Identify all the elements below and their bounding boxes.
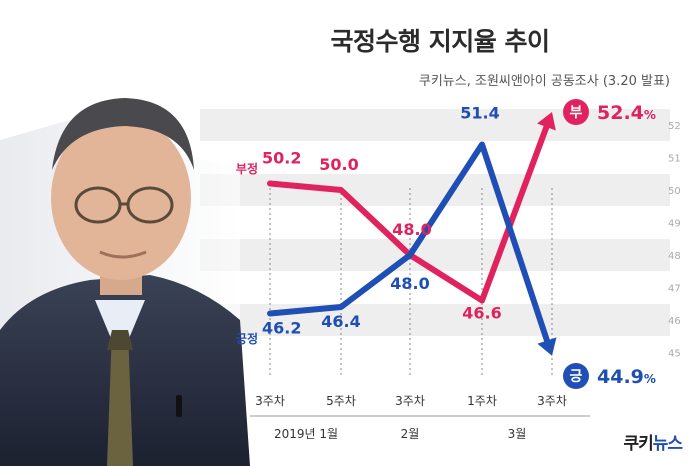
data-label: 46.2	[262, 319, 301, 338]
data-label: 48.0	[392, 220, 431, 239]
chart-title: 국정수행 지지율 추이	[330, 27, 550, 56]
end-badge	[563, 99, 589, 125]
data-label: 50.2	[262, 149, 301, 168]
y-tick-label: 47	[668, 284, 681, 295]
end-value-label: 44.9%	[597, 366, 656, 388]
y-tick-label: 45	[668, 349, 681, 360]
y-tick-label: 52	[668, 121, 681, 132]
chart-background-bands	[200, 109, 670, 336]
brand-logo-text-1: 쿠키	[623, 434, 653, 454]
data-label: 48.0	[390, 274, 429, 293]
y-tick-label: 46	[668, 316, 681, 327]
end-badge	[563, 363, 589, 389]
data-label: 46.6	[462, 304, 501, 323]
y-tick-label: 48	[668, 251, 681, 262]
series-name-label: 부정	[236, 161, 258, 176]
y-tick-label: 49	[668, 219, 681, 230]
data-label: 46.4	[321, 312, 360, 331]
end-value-unit: %	[644, 108, 656, 122]
x-tick-label: 3주차	[395, 394, 425, 408]
series-line	[267, 141, 551, 346]
series-name-label: 긍정	[236, 331, 258, 346]
y-tick-label: 51	[668, 154, 681, 165]
x-tick-label: 3주차	[255, 394, 285, 408]
chart-subtitle: 쿠키뉴스, 조원씨앤아이 공동조사 (3.20 발표)	[418, 74, 670, 89]
brand-logo: 쿠키뉴스	[623, 429, 683, 454]
president-photo	[0, 98, 250, 466]
end-badge-text: 부	[570, 105, 583, 121]
end-value-label: 52.4%	[597, 102, 656, 124]
chart-series	[267, 112, 557, 356]
series-arrowhead	[537, 112, 556, 131]
month-label: 3월	[508, 427, 527, 441]
grid-band	[200, 239, 670, 271]
x-tick-label: 1주차	[467, 394, 497, 408]
grid-band	[200, 174, 670, 206]
x-tick-label: 3주차	[537, 394, 567, 408]
x-tick-label: 5주차	[326, 394, 356, 408]
brand-logo-text-2: 뉴스	[652, 434, 683, 454]
data-label: 51.4	[460, 104, 499, 123]
end-value-unit: %	[644, 372, 656, 386]
chart-labels: 50.2 50.0 48.0 46.6 부정 부 52.4% 46.2 46.4 48.0 51.4…	[236, 99, 656, 389]
grid-band	[200, 304, 670, 336]
grid-band	[200, 109, 670, 141]
data-label: 50.0	[319, 155, 358, 174]
chart-grid: 45 46 47 48 49 50 51 52 3주차 5주차 3주차 1주차 3주차 2019년 1월 2…	[250, 121, 681, 441]
end-badge-text: 긍	[570, 369, 583, 385]
y-tick-label: 50	[668, 186, 681, 197]
month-label: 2019년 1월	[274, 427, 338, 441]
series-arrowhead	[537, 337, 557, 356]
month-label: 2월	[401, 427, 420, 441]
